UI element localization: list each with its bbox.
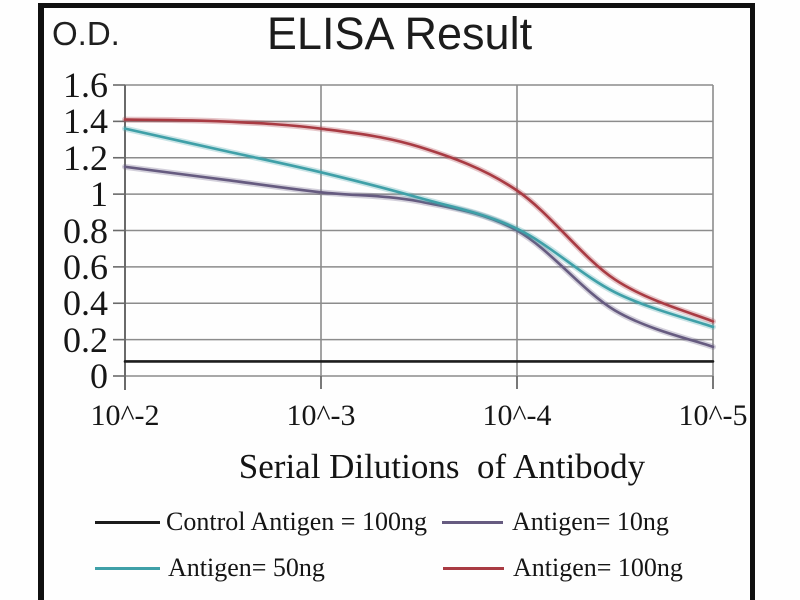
legend-line-antigen-100ng <box>443 567 504 570</box>
x-tick-label: 10^-2 <box>90 399 160 432</box>
y-tick-label: 1.4 <box>63 101 108 142</box>
y-tick-label: 0 <box>90 356 108 396</box>
chart-frame <box>38 3 755 600</box>
legend-line-antigen-50ng <box>95 567 160 570</box>
series-line-1 <box>123 165 715 349</box>
legend-label-antigen-50ng: Antigen= 50ng <box>168 553 325 582</box>
y-tick-label: 1 <box>90 174 108 215</box>
legend-line-control-antigen <box>95 521 160 524</box>
x-tick-label: 10^-3 <box>286 399 356 432</box>
legend-label-control-antigen: Control Antigen = 100ng <box>166 507 427 536</box>
x-tick-label: 10^-4 <box>482 399 552 432</box>
y-tick-label: 1.6 <box>63 65 108 105</box>
x-tick-label: 10^-5 <box>678 399 748 432</box>
y-tick-label: 0.4 <box>63 283 108 324</box>
chart-title: ELISA Result <box>266 8 533 59</box>
series-line-3 <box>123 118 715 323</box>
series-line-2 <box>123 127 715 329</box>
y-tick-label: 0.6 <box>63 246 108 287</box>
y-axis-unit-label: O.D. <box>52 15 120 52</box>
legend-label-antigen-10ng: Antigen= 10ng <box>512 507 669 536</box>
legend-label-antigen-100ng: Antigen= 100ng <box>513 553 683 582</box>
legend-line-antigen-10ng <box>442 521 503 524</box>
x-axis-title: Serial Dilutions of Antibody <box>238 447 646 486</box>
y-tick-label: 1.2 <box>63 137 108 178</box>
y-tick-label: 0.8 <box>63 210 108 251</box>
y-tick-label: 0.2 <box>63 319 108 360</box>
